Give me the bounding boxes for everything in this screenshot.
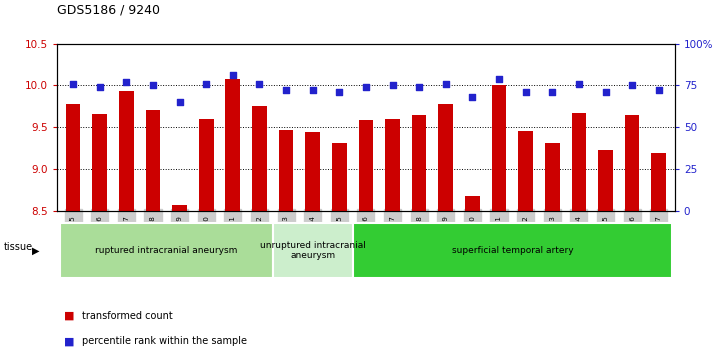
Point	[227, 72, 238, 78]
Point	[626, 82, 638, 88]
Bar	[545, 143, 560, 211]
Point	[493, 76, 505, 82]
Point	[387, 82, 398, 88]
Bar	[492, 85, 506, 211]
Bar	[332, 143, 346, 211]
Point	[573, 81, 585, 86]
Point	[201, 81, 212, 86]
Bar	[226, 79, 240, 211]
Point	[600, 89, 611, 95]
Point	[333, 89, 345, 95]
Point	[307, 87, 318, 93]
Point	[174, 99, 186, 105]
Text: ▶: ▶	[32, 245, 40, 256]
Bar	[651, 153, 666, 211]
Bar	[119, 91, 134, 211]
Bar	[146, 110, 160, 211]
Text: transformed count: transformed count	[82, 311, 173, 321]
Point	[67, 81, 79, 86]
Bar	[465, 196, 480, 211]
Point	[253, 81, 265, 86]
Point	[520, 89, 531, 95]
Point	[467, 94, 478, 100]
Text: ■: ■	[64, 311, 75, 321]
Bar	[66, 104, 81, 211]
Text: ■: ■	[64, 336, 75, 346]
Point	[413, 84, 425, 90]
Bar	[518, 131, 533, 211]
Bar	[438, 104, 453, 211]
Bar	[386, 119, 400, 211]
Bar	[278, 130, 293, 211]
Bar	[199, 119, 213, 211]
Text: superficial temporal artery: superficial temporal artery	[451, 246, 573, 255]
Text: unruptured intracranial
aneurysm: unruptured intracranial aneurysm	[260, 241, 366, 260]
Point	[440, 81, 451, 86]
Text: GDS5186 / 9240: GDS5186 / 9240	[57, 4, 160, 17]
Text: percentile rank within the sample: percentile rank within the sample	[82, 336, 247, 346]
Point	[147, 82, 159, 88]
Point	[360, 84, 371, 90]
Bar	[172, 205, 187, 211]
Bar	[358, 119, 373, 211]
Bar	[572, 113, 586, 211]
Bar	[252, 106, 267, 211]
Point	[546, 89, 558, 95]
Point	[281, 87, 292, 93]
Bar	[625, 114, 640, 211]
Text: tissue: tissue	[4, 242, 33, 252]
Bar	[412, 114, 426, 211]
Point	[94, 84, 106, 90]
Bar	[92, 114, 107, 211]
Text: ruptured intracranial aneurysm: ruptured intracranial aneurysm	[95, 246, 238, 255]
Point	[121, 79, 132, 85]
Point	[653, 87, 665, 93]
Bar	[598, 150, 613, 211]
Bar	[306, 132, 320, 211]
